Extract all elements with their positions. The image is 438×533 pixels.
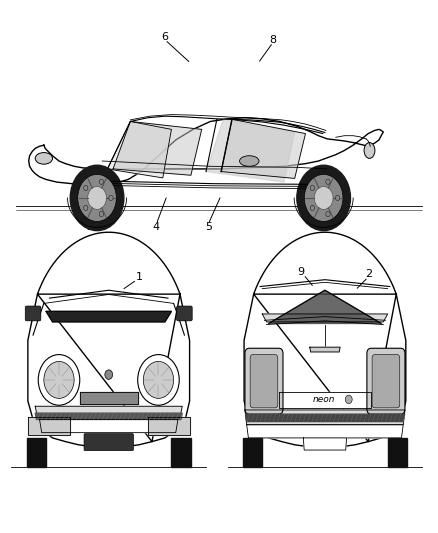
Circle shape <box>138 354 179 405</box>
Polygon shape <box>107 122 171 178</box>
Ellipse shape <box>240 156 259 166</box>
Circle shape <box>326 179 330 184</box>
Polygon shape <box>39 419 178 433</box>
Text: 1: 1 <box>135 272 142 282</box>
Circle shape <box>326 212 330 217</box>
FancyBboxPatch shape <box>84 434 134 450</box>
Ellipse shape <box>35 152 53 164</box>
Polygon shape <box>245 410 405 425</box>
FancyBboxPatch shape <box>372 354 400 408</box>
Circle shape <box>304 174 343 222</box>
Circle shape <box>297 165 350 231</box>
Circle shape <box>78 174 117 222</box>
Polygon shape <box>27 438 46 467</box>
Circle shape <box>314 187 333 209</box>
Circle shape <box>99 179 103 184</box>
Polygon shape <box>46 311 171 322</box>
Ellipse shape <box>364 142 375 158</box>
Circle shape <box>70 165 124 231</box>
Polygon shape <box>28 232 190 447</box>
Polygon shape <box>221 119 305 179</box>
Text: 6: 6 <box>162 32 169 42</box>
Text: 8: 8 <box>269 35 277 45</box>
Circle shape <box>84 185 88 191</box>
Circle shape <box>143 361 173 398</box>
Polygon shape <box>310 347 340 352</box>
Polygon shape <box>148 417 190 435</box>
Text: 9: 9 <box>297 267 305 277</box>
Circle shape <box>345 395 352 403</box>
Polygon shape <box>262 314 388 322</box>
Circle shape <box>38 354 80 405</box>
FancyBboxPatch shape <box>367 348 405 414</box>
Circle shape <box>44 361 74 398</box>
Polygon shape <box>246 414 404 422</box>
Polygon shape <box>35 413 182 419</box>
Text: neon: neon <box>313 395 336 404</box>
FancyBboxPatch shape <box>250 354 278 408</box>
Text: 4: 4 <box>153 222 160 232</box>
Polygon shape <box>388 438 407 467</box>
Circle shape <box>336 195 340 200</box>
Polygon shape <box>35 406 182 417</box>
Circle shape <box>310 185 314 191</box>
Text: 2: 2 <box>364 269 372 279</box>
Polygon shape <box>206 119 295 182</box>
FancyBboxPatch shape <box>245 348 283 414</box>
Polygon shape <box>28 417 70 435</box>
Polygon shape <box>279 392 371 408</box>
Polygon shape <box>244 232 406 447</box>
Text: 5: 5 <box>205 222 212 232</box>
Polygon shape <box>113 122 202 175</box>
Circle shape <box>99 212 103 217</box>
FancyBboxPatch shape <box>177 306 192 321</box>
Circle shape <box>88 187 106 209</box>
Circle shape <box>105 370 113 379</box>
Polygon shape <box>304 438 346 450</box>
Polygon shape <box>269 290 381 324</box>
FancyBboxPatch shape <box>25 306 41 321</box>
Text: 3: 3 <box>86 222 93 232</box>
Polygon shape <box>29 118 383 185</box>
Circle shape <box>109 195 113 200</box>
Polygon shape <box>171 438 191 467</box>
Polygon shape <box>243 438 262 467</box>
Circle shape <box>310 205 314 211</box>
Circle shape <box>84 205 88 211</box>
Polygon shape <box>80 392 138 403</box>
Polygon shape <box>247 425 403 438</box>
